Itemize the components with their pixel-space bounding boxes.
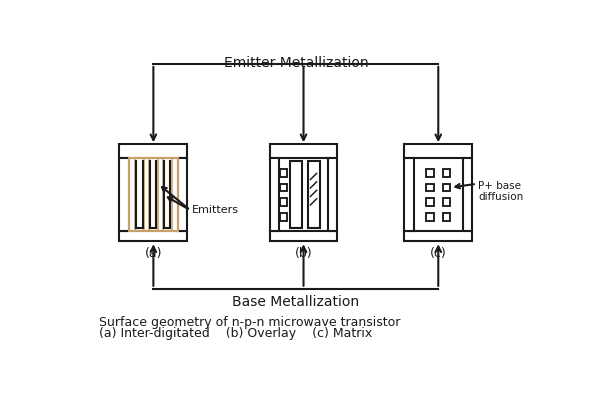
- Bar: [280, 183, 286, 191]
- Bar: [426, 198, 434, 206]
- Bar: [443, 169, 450, 177]
- Bar: [426, 169, 434, 177]
- Bar: [443, 198, 450, 206]
- Bar: [119, 144, 187, 158]
- Text: (a) Inter-digitated    (b) Overlay    (c) Matrix: (a) Inter-digitated (b) Overlay (c) Matr…: [99, 327, 373, 340]
- Bar: [404, 144, 472, 158]
- Bar: [426, 213, 434, 221]
- Bar: [463, 158, 472, 231]
- Bar: [178, 158, 187, 231]
- Bar: [129, 158, 178, 231]
- Bar: [280, 198, 286, 206]
- Bar: [443, 183, 450, 191]
- Bar: [328, 158, 337, 231]
- Bar: [280, 213, 286, 221]
- Text: Base Metallization: Base Metallization: [232, 295, 359, 309]
- Bar: [308, 161, 320, 228]
- Bar: [426, 183, 434, 191]
- Bar: [291, 161, 302, 228]
- Bar: [280, 169, 286, 177]
- Text: Surface geometry of n-p-n microwave transistor: Surface geometry of n-p-n microwave tran…: [99, 316, 401, 329]
- Text: P+ base
diffusion: P+ base diffusion: [479, 181, 524, 202]
- Bar: [270, 158, 279, 231]
- Bar: [270, 231, 337, 241]
- Text: Emitters: Emitters: [192, 205, 239, 215]
- Bar: [270, 144, 337, 158]
- Text: Emitter Metallization: Emitter Metallization: [223, 56, 368, 70]
- Bar: [404, 231, 472, 241]
- Text: (b): (b): [295, 247, 312, 260]
- Bar: [404, 158, 414, 231]
- Text: (a): (a): [144, 247, 162, 260]
- Bar: [119, 158, 129, 231]
- Bar: [443, 213, 450, 221]
- Text: (c): (c): [430, 247, 447, 260]
- Bar: [119, 231, 187, 241]
